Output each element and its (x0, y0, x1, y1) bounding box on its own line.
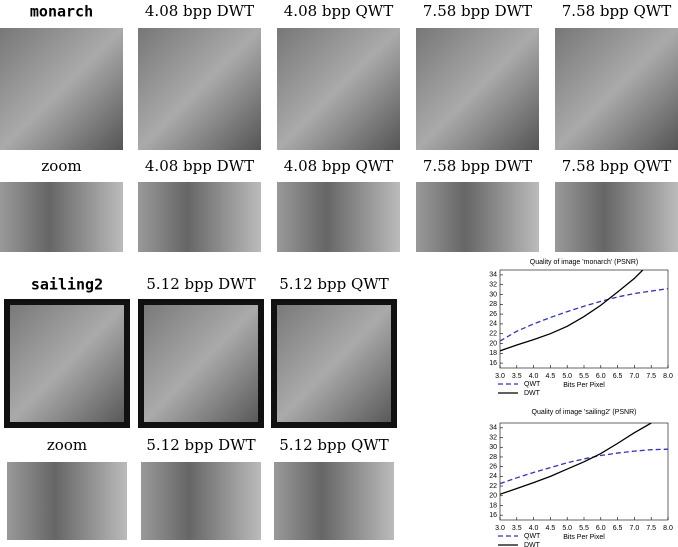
panel-label: 7.58 bpp QWT (562, 2, 671, 20)
panel-label: 5.12 bpp QWT (279, 436, 388, 454)
image-panel (141, 462, 261, 540)
panel-label: 7.58 bpp DWT (423, 157, 532, 175)
y-tick-label: 26 (489, 311, 497, 318)
x-tick-label: 5.0 (562, 525, 572, 532)
legend-label: DWT (524, 542, 541, 547)
y-tick-label: 34 (489, 272, 497, 279)
x-tick-label: 3.5 (512, 525, 522, 532)
image-panel (138, 28, 261, 150)
panel-label: 5.12 bpp DWT (146, 436, 255, 454)
y-tick-label: 30 (489, 291, 497, 298)
legend-label: QWT (524, 381, 541, 388)
x-axis-label: Bits Per Pixel (563, 534, 605, 541)
image-panel (274, 462, 394, 540)
image-border (271, 299, 397, 428)
image-panel (555, 182, 678, 252)
y-tick-label: 30 (489, 444, 497, 451)
image-panel (555, 28, 678, 150)
x-tick-label: 5.0 (562, 373, 572, 380)
x-tick-label: 8.0 (663, 525, 673, 532)
x-tick-label: 6.0 (596, 525, 606, 532)
image-panel (0, 28, 123, 150)
legend-label: QWT (524, 533, 541, 540)
y-tick-label: 18 (489, 350, 497, 357)
y-tick-label: 16 (489, 360, 497, 367)
image-panel (416, 28, 539, 150)
image-panel (277, 28, 400, 150)
panel-label: zoom (41, 157, 81, 175)
y-tick-label: 28 (489, 454, 497, 461)
y-tick-label: 32 (489, 434, 497, 441)
series-line (500, 287, 668, 342)
panel-label: 4.08 bpp QWT (284, 157, 393, 175)
y-tick-label: 20 (489, 340, 497, 347)
image-panel (277, 182, 400, 252)
y-tick-label: 16 (489, 512, 497, 519)
legend-label: DWT (524, 390, 541, 397)
chart-title: Quality of image 'sailing2' (PSNR) (532, 409, 637, 416)
panel-label: zoom (47, 436, 87, 454)
x-tick-label: 7.5 (646, 373, 656, 380)
panel-label: sailing2 (31, 276, 103, 294)
y-tick-label: 20 (489, 493, 497, 500)
panel-label: 7.58 bpp DWT (423, 2, 532, 20)
y-tick-label: 24 (489, 321, 497, 328)
image-panel (416, 182, 539, 252)
x-tick-label: 6.0 (596, 373, 606, 380)
x-tick-label: 6.5 (613, 525, 623, 532)
image-border (138, 299, 264, 428)
plot-area (499, 422, 669, 521)
y-tick-label: 34 (489, 425, 497, 432)
x-tick-label: 3.0 (495, 373, 505, 380)
x-tick-label: 5.5 (579, 373, 589, 380)
series-line (500, 448, 668, 485)
panel-label: 5.12 bpp QWT (279, 275, 388, 293)
x-tick-label: 7.5 (646, 525, 656, 532)
image-panel (138, 182, 261, 252)
x-tick-label: 7.0 (630, 525, 640, 532)
image-panel (7, 302, 127, 425)
y-tick-label: 32 (489, 282, 497, 289)
image-panel (141, 302, 261, 425)
plot-area (499, 269, 669, 369)
panel-label: 5.12 bpp DWT (146, 275, 255, 293)
panel-label: 4.08 bpp DWT (145, 157, 254, 175)
panel-label: 7.58 bpp QWT (562, 157, 671, 175)
y-tick-label: 28 (489, 301, 497, 308)
x-tick-label: 3.0 (495, 525, 505, 532)
y-tick-label: 26 (489, 463, 497, 470)
x-axis-label: Bits Per Pixel (563, 382, 605, 389)
image-panel (7, 462, 127, 540)
x-tick-label: 4.5 (546, 525, 556, 532)
y-tick-label: 22 (489, 483, 497, 490)
panel-label: monarch (30, 3, 93, 21)
x-tick-label: 6.5 (613, 373, 623, 380)
x-tick-label: 8.0 (663, 373, 673, 380)
panel-label: 4.08 bpp DWT (145, 2, 254, 20)
x-tick-label: 4.0 (529, 525, 539, 532)
x-tick-label: 5.5 (579, 525, 589, 532)
y-tick-label: 22 (489, 331, 497, 338)
panel-label: 4.08 bpp QWT (284, 2, 393, 20)
image-panel (274, 302, 394, 425)
image-panel (0, 182, 123, 252)
series-line (500, 423, 652, 495)
image-border (4, 299, 130, 428)
y-tick-label: 24 (489, 473, 497, 480)
x-tick-label: 7.0 (630, 373, 640, 380)
x-tick-label: 3.5 (512, 373, 522, 380)
x-tick-label: 4.5 (546, 373, 556, 380)
x-tick-label: 4.0 (529, 373, 539, 380)
chart-title: Quality of image 'monarch' (PSNR) (530, 259, 639, 266)
series-line (500, 270, 644, 352)
y-tick-label: 18 (489, 502, 497, 509)
